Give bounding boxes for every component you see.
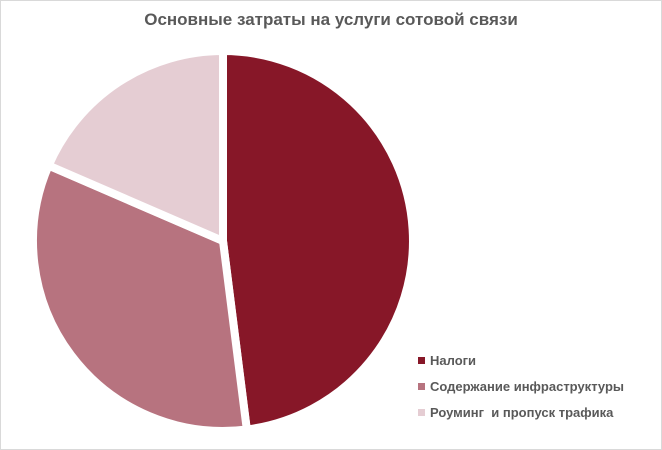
legend-marker-icon	[418, 408, 425, 416]
legend-item: Содержание инфраструктуры	[418, 373, 624, 399]
legend-label: Содержание инфраструктуры	[430, 378, 624, 394]
legend-label: Налоги	[430, 352, 477, 368]
legend-item: Роуминг и пропуск трафика	[418, 399, 624, 425]
legend-label: Роуминг и пропуск трафика	[430, 404, 614, 420]
legend-marker-icon	[418, 382, 425, 390]
chart-title: Основные затраты на услуги сотовой связи	[144, 10, 518, 29]
legend: Налоги Содержание инфраструктуры Роуминг…	[418, 347, 624, 425]
pie-slice-2	[43, 46, 227, 248]
legend-marker-icon	[418, 356, 425, 364]
legend-item: Налоги	[418, 347, 624, 373]
pie-slice-0	[219, 46, 417, 434]
